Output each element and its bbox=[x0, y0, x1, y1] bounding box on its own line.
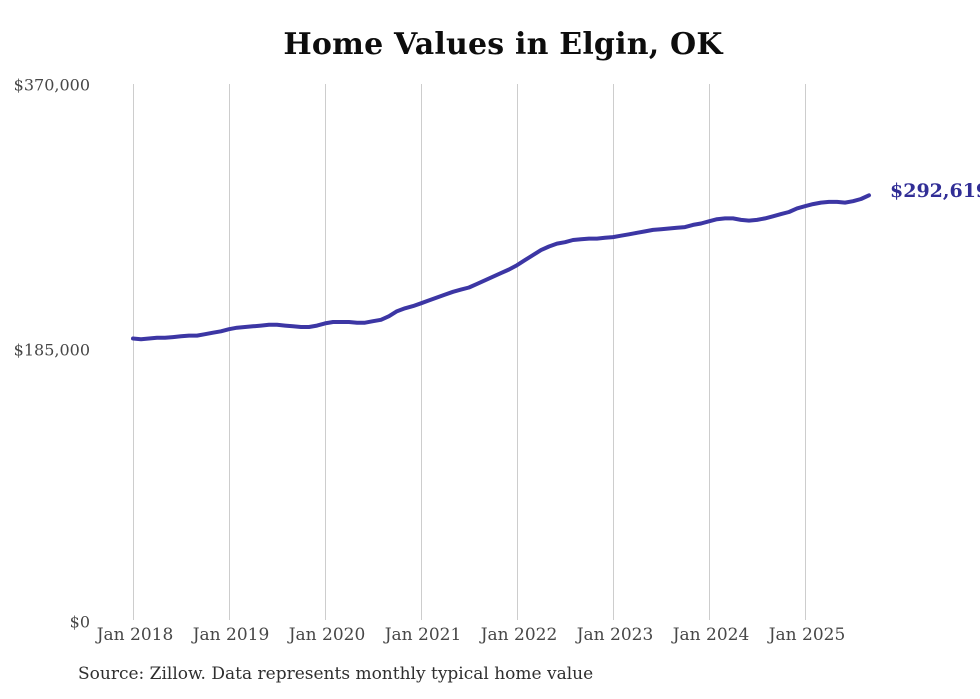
home-value-line bbox=[131, 193, 871, 342]
y-axis-label-0: $0 bbox=[69, 612, 90, 632]
x-axis-tick-label: Jan 2023 bbox=[575, 625, 654, 645]
source-note: Source: Zillow. Data represents monthly … bbox=[78, 664, 594, 684]
x-axis-tick-label: Jan 2018 bbox=[95, 625, 174, 645]
x-axis-labels: Jan 2018 Jan 2019 Jan 2020 Jan 2021 Jan 2022… bbox=[95, 625, 846, 645]
gridlines bbox=[133, 84, 806, 620]
x-axis-tick-label: Jan 2020 bbox=[287, 625, 366, 645]
y-axis-label-370000: $370,000 bbox=[13, 75, 90, 95]
x-axis-tick-label: Jan 2021 bbox=[383, 625, 462, 645]
chart-title: Home Values in Elgin, OK bbox=[283, 27, 723, 62]
x-axis-tick-label: Jan 2019 bbox=[191, 625, 270, 645]
x-axis-tick-label: Jan 2025 bbox=[767, 625, 846, 645]
x-axis-tick-label: Jan 2024 bbox=[671, 625, 750, 645]
latest-value-label: $292,619 bbox=[890, 180, 980, 202]
x-axis-tick-label: Jan 2022 bbox=[479, 625, 558, 645]
y-axis-label-185000: $185,000 bbox=[13, 340, 90, 360]
